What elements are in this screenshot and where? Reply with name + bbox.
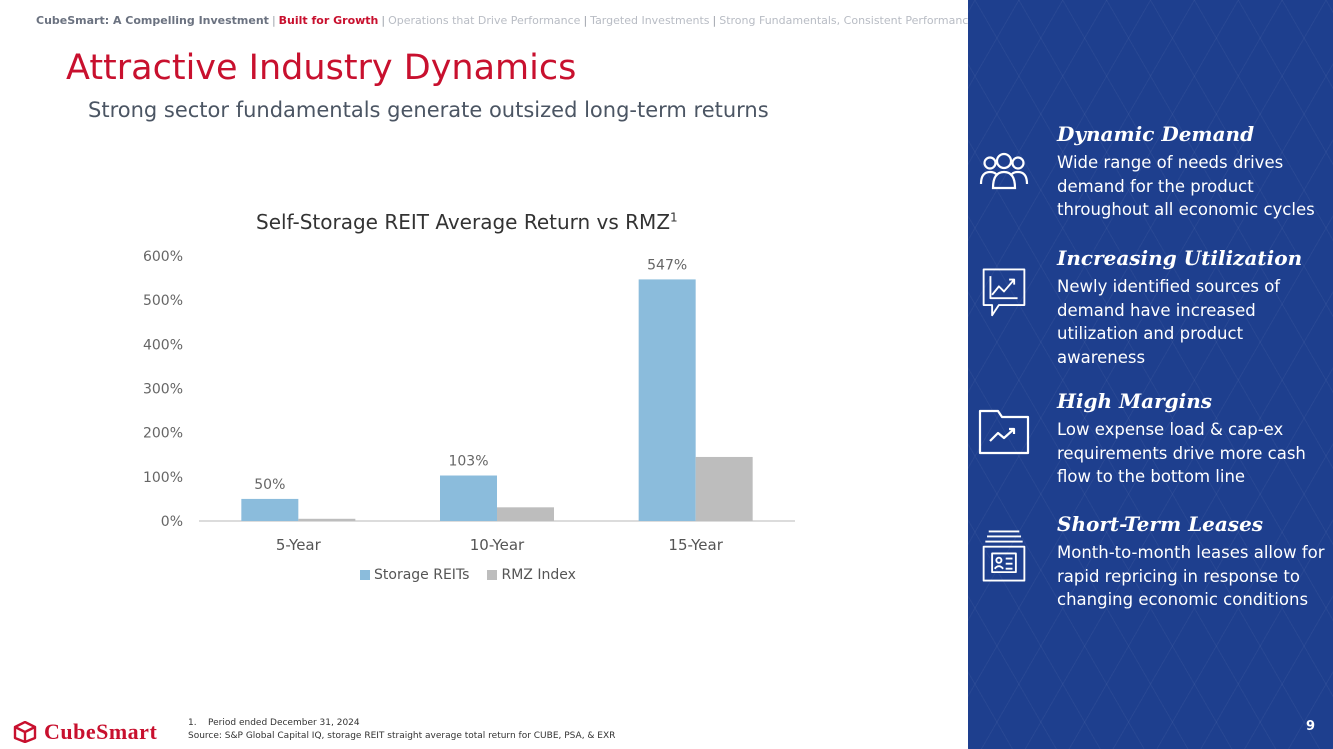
- breadcrumb-item-fundamentals[interactable]: Strong Fundamentals, Consistent Performa…: [719, 14, 976, 27]
- breadcrumb-separator: |: [712, 14, 717, 27]
- y-tick-label: 0%: [161, 514, 183, 530]
- data-label: 547%: [647, 257, 687, 273]
- legend-swatch-rmz: [487, 570, 498, 580]
- legend-swatch-storage: [360, 570, 370, 580]
- footnote-1: 1. Period ended December 31, 2024: [188, 718, 360, 728]
- legend-label-storage: Storage REITs: [374, 567, 470, 583]
- breadcrumb-item-investment[interactable]: CubeSmart: A Compelling Investment: [36, 14, 269, 27]
- y-tick-label: 200%: [143, 426, 183, 442]
- x-tick-label: 5-Year: [276, 536, 322, 554]
- breadcrumb: CubeSmart: A Compelling Investment | Built…: [36, 14, 975, 27]
- folder-chart-icon: [978, 409, 1030, 455]
- feature-panel: Dynamic Demand Wide range of needs drive…: [968, 0, 1333, 749]
- people-group-icon: [979, 152, 1029, 190]
- cube-logo-icon: [13, 721, 37, 743]
- breadcrumb-separator: |: [583, 14, 588, 27]
- page-number: 9: [1305, 719, 1315, 734]
- breadcrumb-separator: |: [271, 14, 276, 27]
- y-tick-label: 400%: [143, 337, 183, 353]
- bar-rmz-index: [695, 456, 753, 521]
- chart-title-text: Self-Storage REIT Average Return vs RMZ: [256, 210, 671, 234]
- page-subtitle: Strong sector fundamentals generate outs…: [88, 98, 769, 122]
- breadcrumb-separator: |: [381, 14, 386, 27]
- feature-title: Increasing Utilization: [1057, 246, 1303, 270]
- footnotes: 1. Period ended December 31, 2024 Source…: [188, 717, 615, 743]
- cubesmart-logo: CubeSmart: [12, 719, 157, 745]
- data-label: 50%: [254, 477, 285, 493]
- feature-text: Newly identified sources of demand have …: [1057, 277, 1281, 367]
- breadcrumb-item-investments[interactable]: Targeted Investments: [590, 14, 710, 27]
- y-tick-label: 600%: [143, 249, 183, 265]
- feature-text: Month-to-month leases allow for rapid re…: [1057, 543, 1325, 609]
- data-label: 103%: [448, 454, 488, 470]
- chart-title-footnote-mark: 1: [670, 210, 678, 225]
- y-tick-label: 500%: [143, 293, 183, 309]
- x-tick-label: 15-Year: [668, 536, 723, 554]
- feature-title: High Margins: [1057, 389, 1212, 413]
- bar-rmz-index: [497, 507, 554, 521]
- x-tick-label: 10-Year: [470, 536, 525, 554]
- y-tick-label: 100%: [143, 470, 183, 486]
- feature-text: Wide range of needs drives demand for th…: [1057, 153, 1315, 219]
- legend-item-storage: Storage REITs: [360, 567, 469, 583]
- page-title: Attractive Industry Dynamics: [66, 48, 577, 88]
- legend-item-rmz: RMZ Index: [487, 567, 576, 583]
- bar-rmz-index: [298, 518, 356, 521]
- footnote-source: Source: S&P Global Capital IQ, storage R…: [188, 731, 616, 741]
- file-drawer-icon: [982, 530, 1026, 582]
- feature-title: Dynamic Demand: [1057, 122, 1255, 146]
- bar-storage-reits: [241, 498, 299, 521]
- bar-chart: 0% 100% 200% 300% 400% 500% 600% 50% 5-Year 103% 1…: [143, 249, 795, 554]
- logo-wordmark: CubeSmart: [44, 719, 158, 744]
- feature-title: Short-Term Leases: [1057, 512, 1264, 536]
- bar-storage-reits: [638, 279, 696, 521]
- bar-storage-reits: [440, 475, 497, 521]
- feature-text: Low expense load & cap-ex requirements d…: [1057, 420, 1306, 486]
- breadcrumb-item-operations[interactable]: Operations that Drive Performance: [388, 14, 581, 27]
- chart-chat-icon: [982, 268, 1026, 317]
- breadcrumb-item-growth[interactable]: Built for Growth: [278, 14, 379, 27]
- y-tick-label: 300%: [143, 382, 183, 398]
- legend-label-rmz: RMZ Index: [501, 567, 576, 583]
- chart-title: Self-Storage REIT Average Return vs RMZ1: [256, 210, 678, 234]
- chart-legend: Storage REITs RMZ Index: [360, 567, 576, 583]
